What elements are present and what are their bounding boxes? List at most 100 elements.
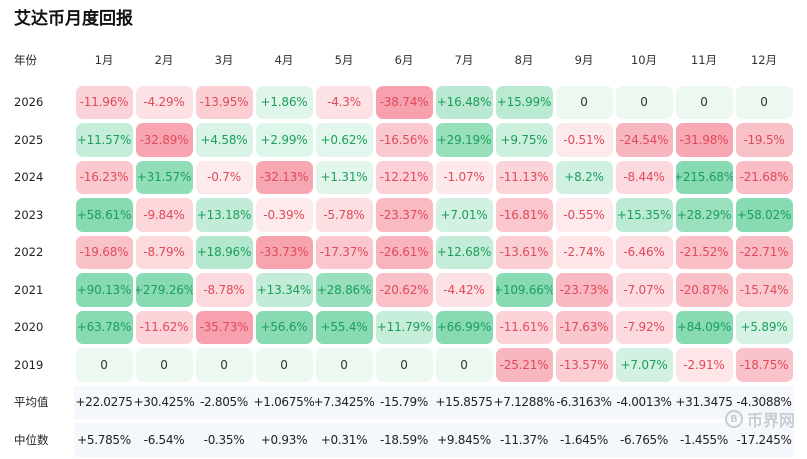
return-cell: -11.13% (495, 160, 553, 194)
row-label-year: 2020 (14, 320, 44, 335)
return-cell: +66.99% (435, 310, 493, 344)
return-cell: +29.19% (435, 123, 493, 157)
return-cell: +8.2% (555, 160, 613, 194)
stat-cell: +22.0275 (74, 385, 134, 419)
return-cell: -12.21% (375, 160, 433, 194)
column-header-month: 3月 (214, 53, 234, 67)
page-title: 艾达币月度回报 (14, 9, 133, 29)
return-cell: 0 (675, 85, 733, 119)
column-header-month: 10月 (630, 53, 658, 67)
return-cell: -2.74% (555, 235, 613, 269)
stat-cell: +31.3475 (674, 385, 734, 419)
stat-cell: +30.425% (134, 385, 194, 419)
return-cell: -22.71% (735, 235, 793, 269)
row-label-year: 2024 (14, 170, 44, 185)
stat-cell: +0.31% (314, 423, 374, 457)
row-label-year: 2019 (14, 357, 44, 372)
return-cell: -20.87% (675, 273, 733, 307)
return-cell: -4.3% (315, 85, 373, 119)
return-cell: +56.6% (255, 310, 313, 344)
return-cell: -0.51% (555, 123, 613, 157)
return-cell: 0 (555, 85, 613, 119)
stat-cell: -18.59% (374, 423, 434, 457)
return-cell: +18.96% (195, 235, 253, 269)
return-cell: +16.48% (435, 85, 493, 119)
stat-cell: -4.3088% (734, 385, 794, 419)
return-cell: +279.26% (135, 273, 193, 307)
return-cell: -31.98% (675, 123, 733, 157)
return-cell: -1.07% (435, 160, 493, 194)
return-cell: -20.62% (375, 273, 433, 307)
return-cell: -13.95% (195, 85, 253, 119)
return-cell: -25.21% (495, 348, 553, 382)
return-cell: -16.81% (495, 198, 553, 232)
return-cell: +31.57% (135, 160, 193, 194)
return-cell: -23.37% (375, 198, 433, 232)
return-cell: -13.57% (555, 348, 613, 382)
stat-cell: +1.0675% (254, 385, 314, 419)
stat-cell: -0.35% (194, 423, 254, 457)
return-cell: -21.52% (675, 235, 733, 269)
stat-cell: -2.805% (194, 385, 254, 419)
return-cell: -35.73% (195, 310, 253, 344)
return-cell: +84.09% (675, 310, 733, 344)
return-cell: -19.5% (735, 123, 793, 157)
return-cell: -13.61% (495, 235, 553, 269)
return-cell: -21.68% (735, 160, 793, 194)
return-cell: -4.29% (135, 85, 193, 119)
column-header-month: 2月 (154, 53, 174, 67)
return-cell: +1.31% (315, 160, 373, 194)
column-header-month: 8月 (514, 53, 534, 67)
return-cell: +215.68% (675, 160, 733, 194)
watermark: B 币界网 (724, 407, 795, 431)
return-cell: +13.18% (195, 198, 253, 232)
stat-cell: -15.79% (374, 385, 434, 419)
return-cell: +7.07% (615, 348, 673, 382)
stat-cell: +15.8575 (434, 385, 494, 419)
return-cell: +15.99% (495, 85, 553, 119)
return-cell: +28.86% (315, 273, 373, 307)
return-cell: -11.96% (75, 85, 133, 119)
row-label-year: 2025 (14, 132, 44, 147)
stat-cell: -1.645% (554, 423, 614, 457)
row-label-year: 2023 (14, 207, 44, 222)
column-header-month: 4月 (274, 53, 294, 67)
row-label-year: 2022 (14, 245, 44, 260)
stat-row-label: 平均值 (14, 395, 49, 410)
return-cell: -24.54% (615, 123, 673, 157)
row-label-year: 2021 (14, 282, 44, 297)
return-cell: 0 (375, 348, 433, 382)
return-cell: -0.39% (255, 198, 313, 232)
return-cell: -11.61% (495, 310, 553, 344)
column-header-month: 1月 (94, 53, 114, 67)
return-cell: -0.55% (555, 198, 613, 232)
return-cell: 0 (315, 348, 373, 382)
return-cell: -6.46% (615, 235, 673, 269)
return-cell: -19.68% (75, 235, 133, 269)
return-cell: +13.34% (255, 273, 313, 307)
stat-cell: -6.54% (134, 423, 194, 457)
stat-cell: -4.0013% (614, 385, 674, 419)
column-header-month: 11月 (690, 53, 718, 67)
return-cell: 0 (135, 348, 193, 382)
return-cell: -26.61% (375, 235, 433, 269)
return-cell: +12.68% (435, 235, 493, 269)
return-cell: +4.58% (195, 123, 253, 157)
stat-cell: +9.845% (434, 423, 494, 457)
return-cell: -8.79% (135, 235, 193, 269)
stat-cell: -11.37% (494, 423, 554, 457)
return-cell: -2.91% (675, 348, 733, 382)
return-cell: -23.73% (555, 273, 613, 307)
return-cell: 0 (195, 348, 253, 382)
stat-cell: +0.93% (254, 423, 314, 457)
coin-logo-icon: B (724, 410, 743, 428)
return-cell: 0 (735, 85, 793, 119)
return-cell: -7.07% (615, 273, 673, 307)
return-cell: +90.13% (75, 273, 133, 307)
return-cell: 0 (615, 85, 673, 119)
monthly-returns-table: 年份 1月 2月 3月 4月 5月 6月 7月 8月 9月 10月 11月 12月 2026 -11.96%… (14, 46, 794, 459)
column-header-year: 年份 (14, 53, 37, 67)
return-cell: -33.73% (255, 235, 313, 269)
return-cell: +28.29% (675, 198, 733, 232)
return-cell: -32.13% (255, 160, 313, 194)
